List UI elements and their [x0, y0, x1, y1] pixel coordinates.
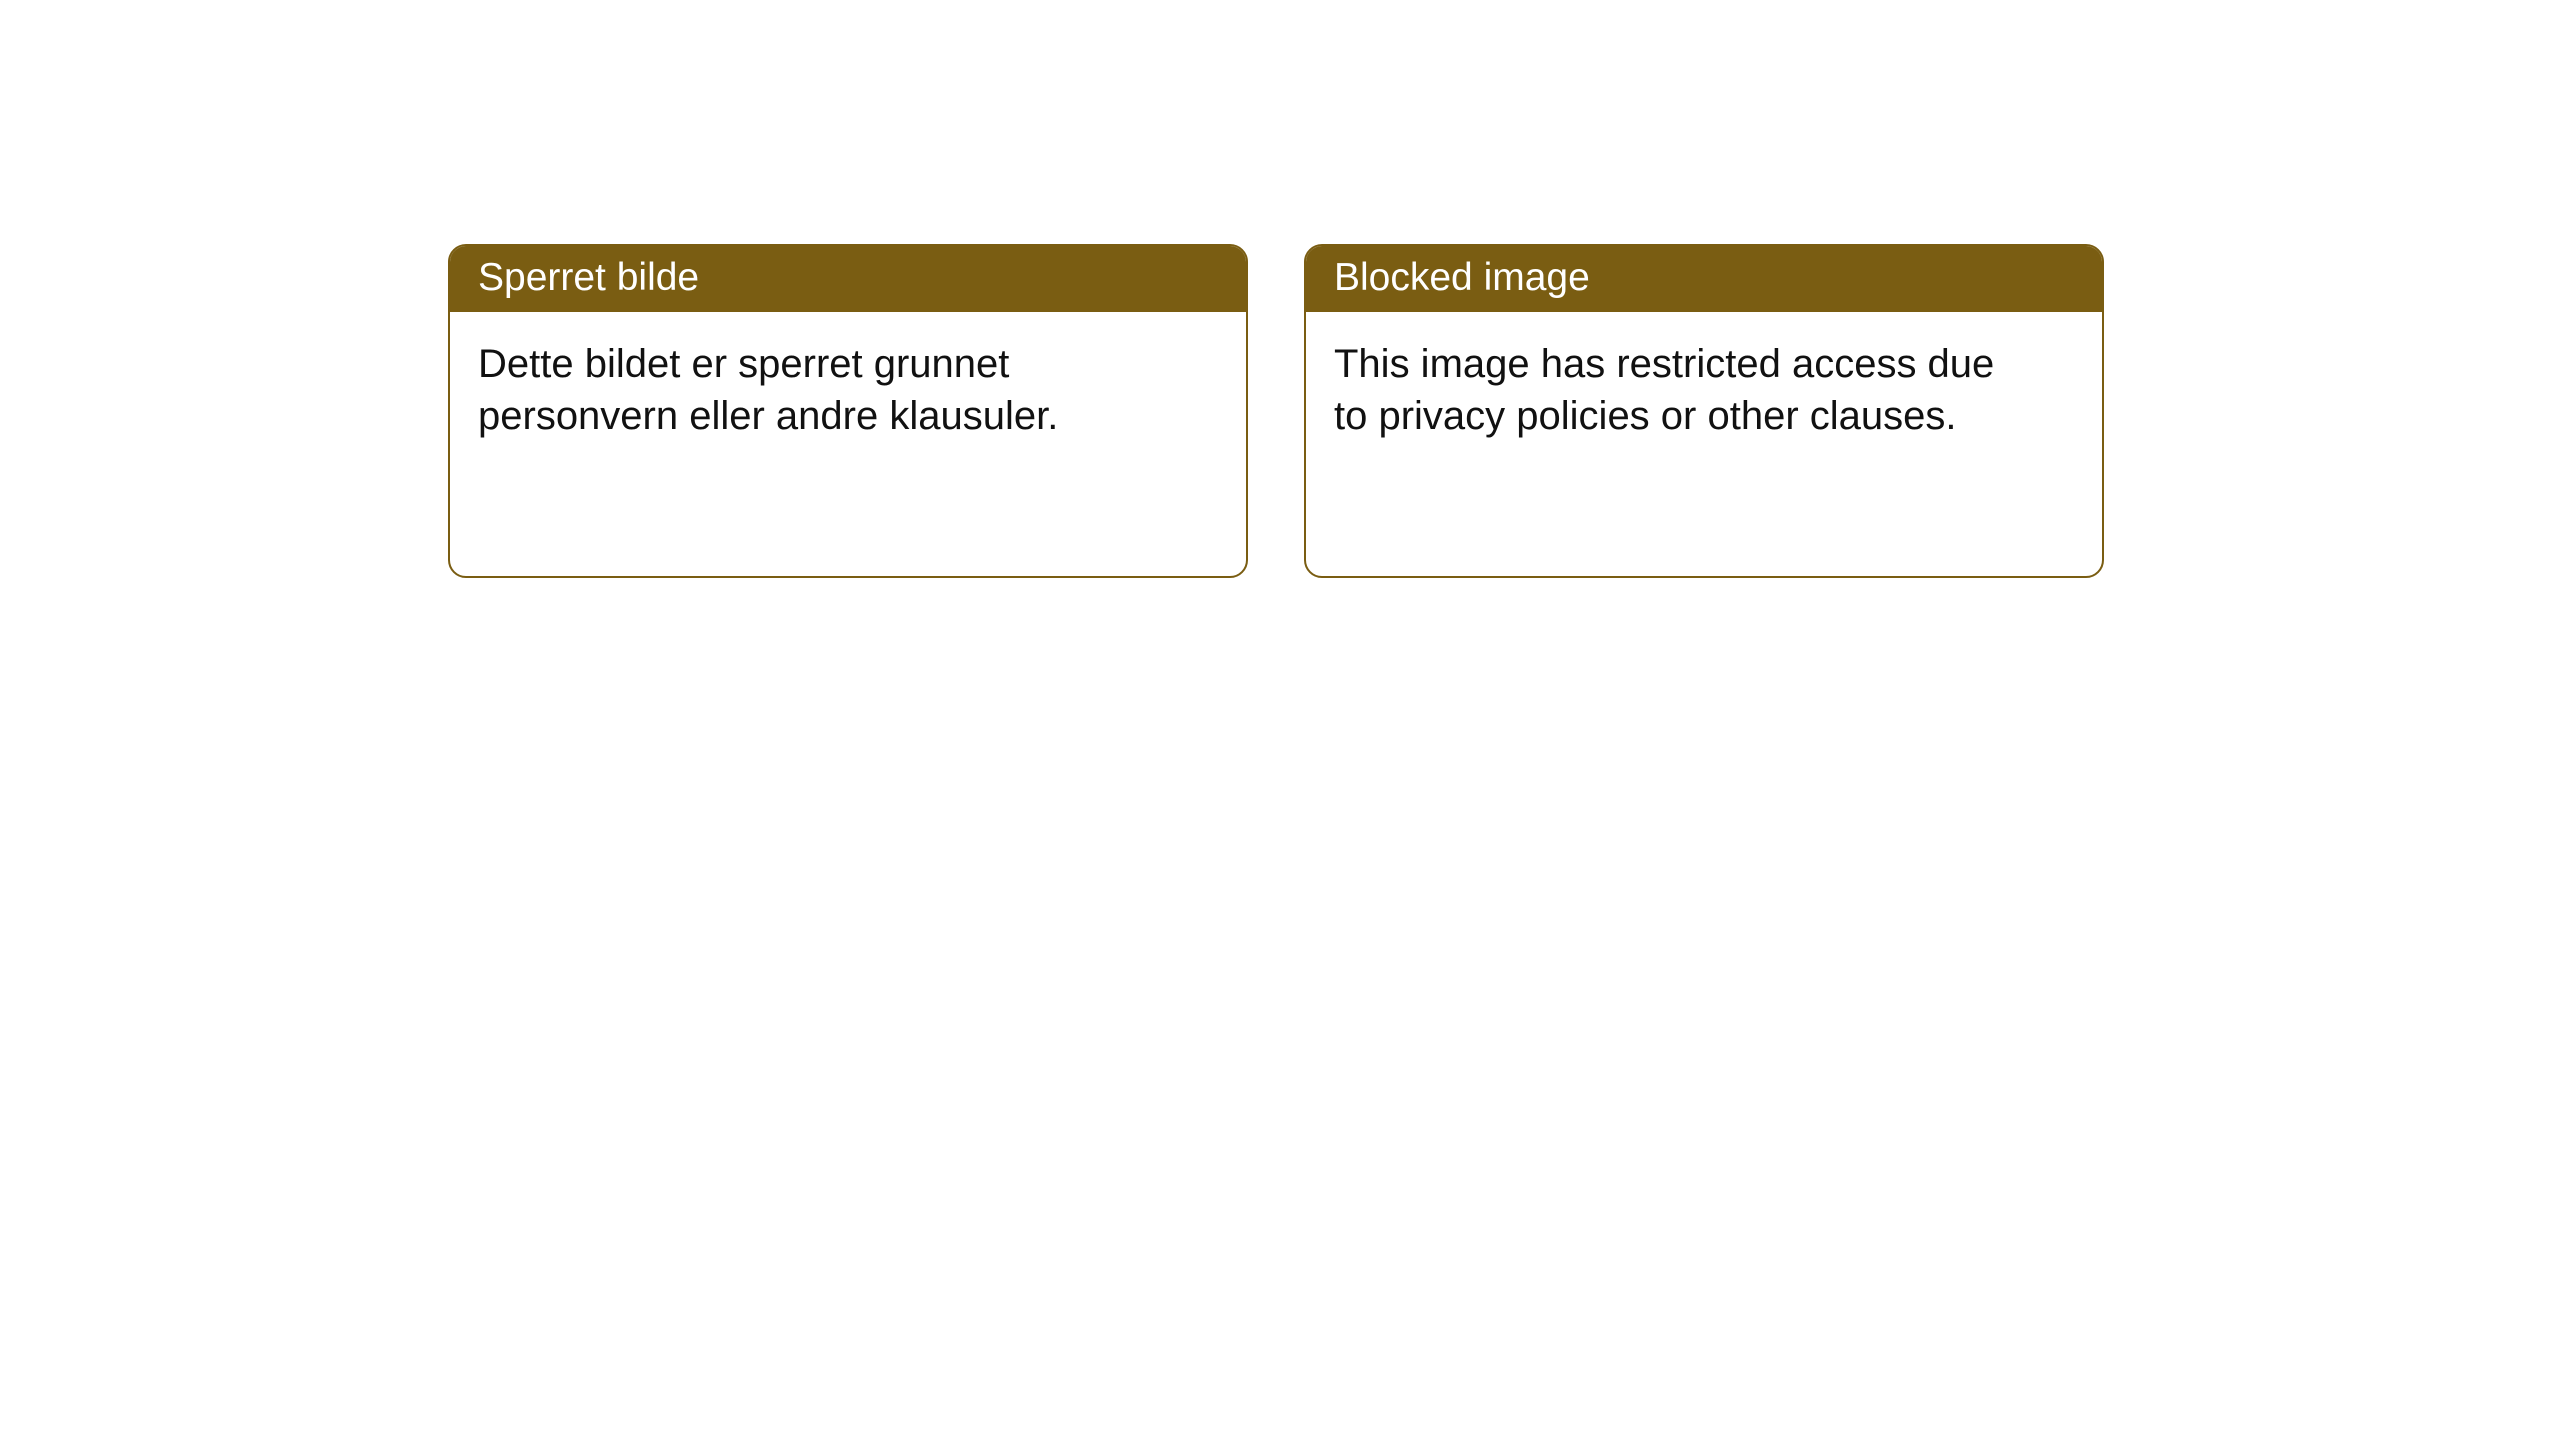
notice-title-norwegian: Sperret bilde [450, 246, 1246, 312]
notice-message-norwegian: Dette bildet er sperret grunnet personve… [450, 312, 1170, 468]
notice-card-norwegian: Sperret bilde Dette bildet er sperret gr… [448, 244, 1248, 578]
notice-card-english: Blocked image This image has restricted … [1304, 244, 2104, 578]
notice-title-english: Blocked image [1306, 246, 2102, 312]
notice-message-english: This image has restricted access due to … [1306, 312, 2026, 468]
notice-container: Sperret bilde Dette bildet er sperret gr… [0, 0, 2560, 578]
